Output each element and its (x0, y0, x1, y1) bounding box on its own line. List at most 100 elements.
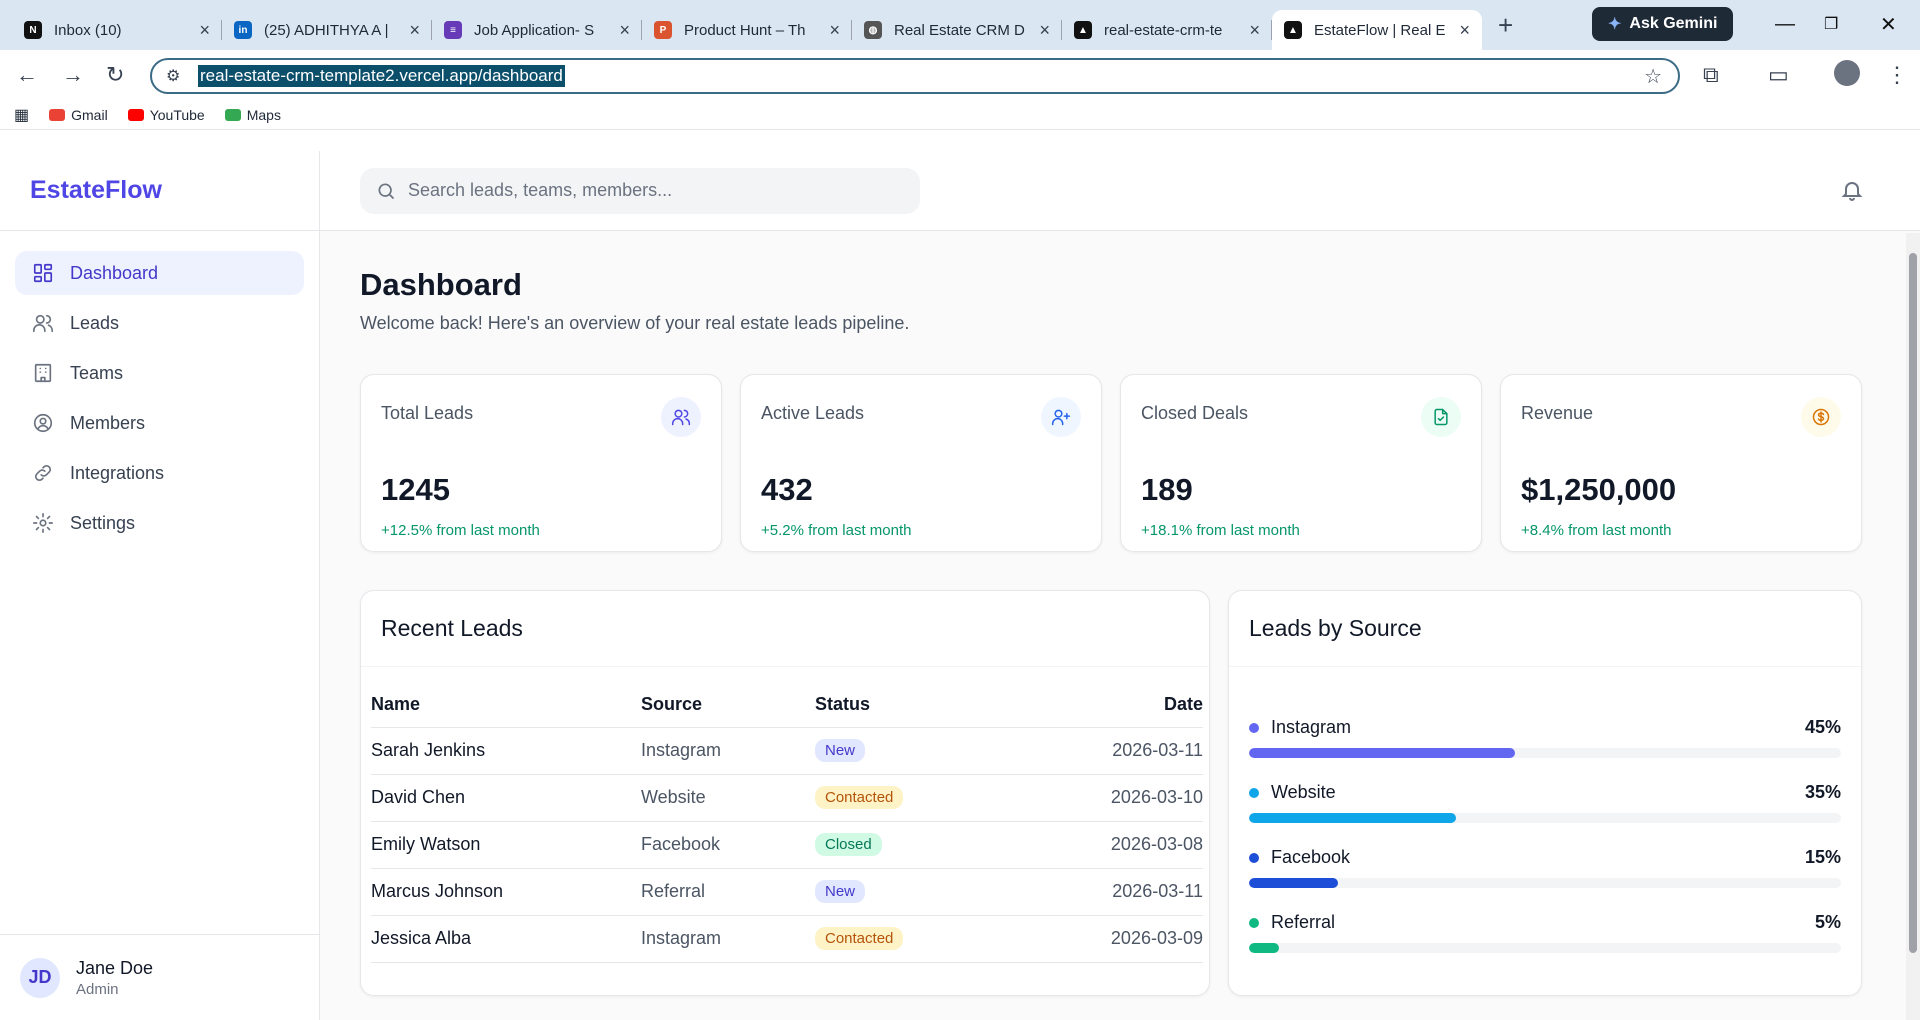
browser-tab[interactable]: N Inbox (10) × (12, 10, 222, 50)
stat-label: Revenue (1521, 403, 1594, 423)
column-header-date[interactable]: Date (1015, 683, 1203, 728)
user-profile[interactable]: JD Jane Doe Admin (0, 934, 320, 1020)
source-percent: 45% (1804, 717, 1841, 737)
bookmark-youtube[interactable]: YouTube (127, 107, 205, 123)
browser-tab[interactable]: P Product Hunt – Th × (642, 10, 852, 50)
close-window-button[interactable]: ✕ (1880, 13, 1897, 36)
cast-icon[interactable]: ▭ (1768, 62, 1789, 87)
sidebar-item-leads[interactable]: Leads (15, 301, 304, 345)
dollar-icon (1812, 408, 1830, 426)
close-tab-icon[interactable]: × (1039, 19, 1050, 40)
tab-title: real-estate-crm-te (1104, 21, 1223, 39)
user-plus-icon (1051, 409, 1071, 426)
close-tab-icon[interactable]: × (199, 19, 210, 40)
reload-button[interactable]: ↻ (106, 62, 125, 87)
source-bar-fill (1249, 943, 1279, 953)
url-text[interactable]: real-estate-crm-template2.vercel.app/das… (198, 65, 565, 87)
lead-source: Facebook (641, 821, 815, 869)
notion-icon: N (24, 21, 42, 39)
apps-grid-icon[interactable]: ▦ (14, 106, 30, 124)
restore-button[interactable]: ❐ (1824, 16, 1839, 33)
browser-tab-strip: N Inbox (10) × in (25) ADHITHYA A | × ≡ Job App… (0, 0, 1920, 50)
status-badge: Closed (815, 833, 882, 856)
extensions-icon[interactable]: ⧉ (1703, 62, 1719, 87)
browser-tab[interactable]: ◍ Real Estate CRM D × (852, 10, 1062, 50)
browser-tab[interactable]: ≡ Job Application- S × (432, 10, 642, 50)
search-input[interactable] (408, 180, 888, 201)
browser-tab[interactable]: ▲ EstateFlow | Real E × (1272, 10, 1482, 50)
stat-value: 432 (761, 472, 813, 507)
table-row[interactable]: David Chen Website Contacted 2026-03-10 (371, 774, 1203, 822)
close-tab-icon[interactable]: × (619, 19, 630, 40)
user-name: Jane Doe (76, 957, 154, 978)
back-button[interactable]: ← (16, 62, 38, 87)
stat-change: +5.2% from last month (761, 522, 912, 539)
user-role: Admin (76, 980, 119, 998)
sidebar-item-dashboard[interactable]: Dashboard (15, 251, 304, 295)
table-row[interactable]: Jessica Alba Instagram Contacted 2026-03-09 (371, 915, 1203, 963)
recent-leads-card: Recent Leads Name Source Status Date Sarah … (360, 590, 1210, 996)
column-header-status[interactable]: Status (815, 683, 1015, 728)
site-info-icon[interactable]: ⚙ (166, 68, 181, 85)
table-header: Name Source Status Date (371, 683, 1203, 728)
stat-card-closed-deals: Closed Deals 189 +18.1% from last month (1120, 374, 1482, 552)
page-scrollbar[interactable] (1906, 233, 1920, 1020)
browser-tab[interactable]: in (25) ADHITHYA A | × (222, 10, 432, 50)
sidebar-item-settings[interactable]: Settings (15, 501, 304, 545)
sidebar-item-integrations[interactable]: Integrations (15, 451, 304, 495)
stat-cards: Total Leads 1245 +12.5% from last month Act… (360, 374, 1880, 552)
table-row[interactable]: Emily Watson Facebook Closed 2026-03-08 (371, 821, 1203, 869)
sidebar-item-label: Integrations (70, 462, 165, 483)
column-header-source[interactable]: Source (641, 683, 815, 728)
table-row[interactable]: Sarah Jenkins Instagram New 2026-03-11 (371, 727, 1203, 775)
omnibox[interactable]: ⚙ real-estate-crm-template2.vercel.app/d… (150, 58, 1680, 94)
stat-card-active-leads: Active Leads 432 +5.2% from last month (740, 374, 1102, 552)
sidebar: EstateFlow Dashboard Leads Teams Members Int… (0, 151, 320, 1020)
bookmark-maps[interactable]: Maps (224, 107, 281, 123)
source-row: Instagram 45% (1229, 717, 1861, 758)
producthunt-icon: P (654, 21, 672, 39)
search-box (360, 167, 920, 214)
sidebar-item-members[interactable]: Members (15, 401, 304, 445)
linkedin-icon: in (234, 21, 252, 39)
table-row[interactable]: Marcus Johnson Referral New 2026-03-11 (371, 868, 1203, 916)
new-tab-button[interactable]: + (1498, 9, 1514, 40)
source-bar-fill (1249, 878, 1338, 888)
column-header-name[interactable]: Name (371, 683, 641, 728)
sidebar-item-teams[interactable]: Teams (15, 351, 304, 395)
ask-gemini-button[interactable]: ✦ Ask Gemini (1592, 7, 1734, 41)
source-dot (1249, 787, 1259, 798)
sidebar-item-label: Teams (70, 362, 124, 383)
bookmark-star-icon[interactable]: ☆ (1644, 66, 1662, 88)
stat-change: +18.1% from last month (1141, 522, 1300, 539)
sidebar-item-label: Members (70, 412, 146, 433)
bookmark-gmail[interactable]: Gmail (49, 107, 108, 123)
browser-tab[interactable]: ▲ real-estate-crm-te × (1062, 10, 1272, 50)
lead-source: Website (641, 774, 815, 822)
bookmarks-bar: ▦ Gmail YouTube Maps (0, 100, 1920, 130)
menu-icon[interactable]: ⋮ (1886, 62, 1908, 87)
source-name: Website (1271, 782, 1336, 802)
vercel-icon: ▲ (1074, 21, 1092, 39)
close-tab-icon[interactable]: × (1249, 19, 1260, 40)
forward-button[interactable]: → (62, 62, 84, 87)
brand-logo[interactable]: EstateFlow (0, 151, 319, 231)
users-icon (671, 409, 691, 426)
minimize-button[interactable]: — (1775, 12, 1795, 35)
gear-icon (33, 513, 53, 533)
source-row: Facebook 15% (1229, 847, 1861, 888)
source-list: Instagram 45% Website 35% Facebook 15% Referra… (1229, 717, 1861, 953)
lead-source: Instagram (641, 915, 815, 963)
close-tab-icon[interactable]: × (409, 19, 420, 40)
leads-by-source-title: Leads by Source (1229, 591, 1861, 667)
notification-bell-icon[interactable] (1840, 178, 1864, 202)
top-bar (320, 151, 1920, 231)
profile-avatar[interactable] (1834, 60, 1860, 86)
close-tab-icon[interactable]: × (829, 19, 840, 40)
source-row: Website 35% (1229, 782, 1861, 823)
scrollbar-thumb[interactable] (1909, 253, 1917, 953)
close-tab-icon[interactable]: × (1459, 19, 1470, 40)
stat-label: Total Leads (381, 403, 474, 423)
status-badge: New (815, 739, 866, 762)
address-bar-row: ← → ↻ ⚙ real-estate-crm-template2.vercel… (0, 50, 1920, 100)
